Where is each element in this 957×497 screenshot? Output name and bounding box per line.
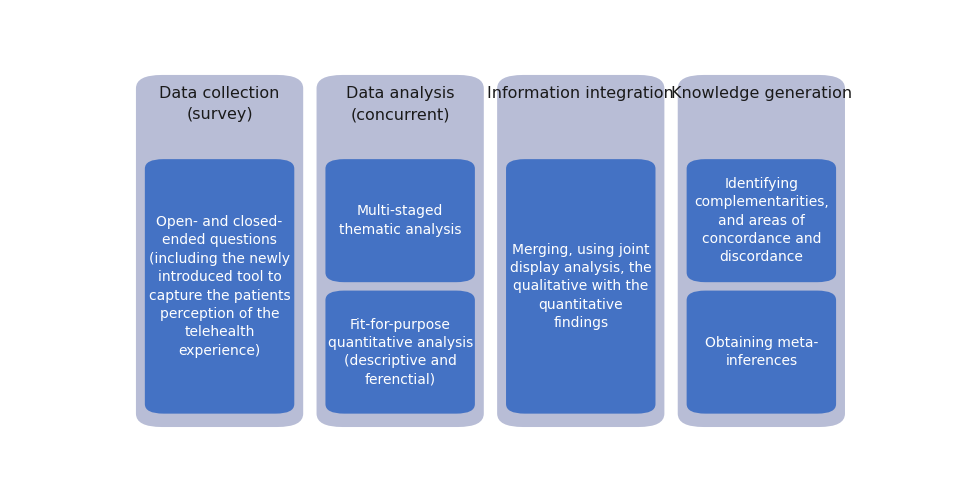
Text: Fit-for-purpose
quantitative analysis
(descriptive and
ferenctial): Fit-for-purpose quantitative analysis (d… (327, 318, 473, 387)
Text: Data analysis
(concurrent): Data analysis (concurrent) (345, 86, 455, 122)
Text: Multi-staged
thematic analysis: Multi-staged thematic analysis (339, 204, 461, 237)
FancyBboxPatch shape (686, 291, 836, 414)
FancyBboxPatch shape (497, 75, 664, 427)
Text: Data collection
(survey): Data collection (survey) (160, 86, 279, 122)
FancyBboxPatch shape (686, 159, 836, 282)
FancyBboxPatch shape (145, 159, 295, 414)
FancyBboxPatch shape (317, 75, 484, 427)
Text: Identifying
complementarities,
and areas of
concordance and
discordance: Identifying complementarities, and areas… (694, 177, 829, 264)
Text: Information integration: Information integration (487, 86, 674, 101)
FancyBboxPatch shape (136, 75, 303, 427)
Text: Open- and closed-
ended questions
(including the newly
introduced tool to
captur: Open- and closed- ended questions (inclu… (148, 215, 290, 358)
Text: Obtaining meta-
inferences: Obtaining meta- inferences (704, 336, 818, 368)
FancyBboxPatch shape (678, 75, 845, 427)
Text: Knowledge generation: Knowledge generation (671, 86, 852, 101)
FancyBboxPatch shape (506, 159, 656, 414)
FancyBboxPatch shape (325, 291, 475, 414)
Text: Merging, using joint
display analysis, the
qualitative with the
quantitative
fin: Merging, using joint display analysis, t… (510, 243, 652, 330)
FancyBboxPatch shape (325, 159, 475, 282)
